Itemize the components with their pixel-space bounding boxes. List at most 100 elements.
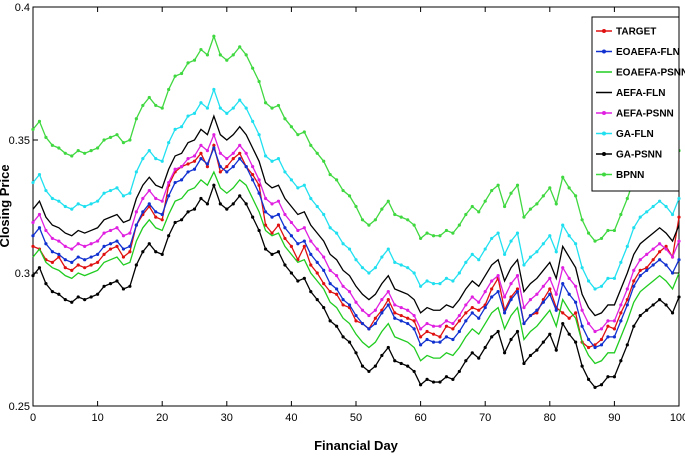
data-point <box>328 172 332 177</box>
legend-label: AEFA-FLN <box>616 88 665 99</box>
x-tick-label: 100 <box>670 412 685 424</box>
data-point <box>425 231 429 235</box>
data-point <box>412 223 416 227</box>
data-point <box>406 364 410 368</box>
data-point <box>225 111 229 115</box>
data-point <box>173 167 177 171</box>
data-point <box>360 321 365 326</box>
data-point <box>57 292 61 296</box>
y-tick-label: 0.35 <box>9 135 30 147</box>
data-point <box>496 290 500 294</box>
data-point <box>276 212 281 217</box>
data-point <box>431 380 436 384</box>
data-point <box>160 106 164 110</box>
data-point <box>490 188 494 193</box>
data-point <box>490 279 494 283</box>
legend-label: GA-FLN <box>616 129 654 140</box>
data-point <box>606 228 610 233</box>
data-point <box>567 186 571 190</box>
data-point <box>664 204 668 209</box>
data-point <box>283 117 287 121</box>
data-point <box>276 157 281 161</box>
data-point <box>322 255 326 259</box>
data-point <box>451 327 455 331</box>
data-point <box>574 311 578 315</box>
data-point <box>412 313 416 318</box>
data-point <box>612 335 617 339</box>
data-point <box>63 244 67 248</box>
data-point <box>548 292 552 296</box>
data-point <box>632 226 636 230</box>
data-point <box>289 125 293 129</box>
series-eoaefa-psnn <box>32 170 680 365</box>
data-point <box>406 266 410 270</box>
data-point <box>96 260 100 264</box>
data-point <box>393 303 397 307</box>
data-point <box>76 295 80 299</box>
data-point <box>419 327 423 331</box>
data-point <box>289 234 293 238</box>
data-point <box>528 353 533 358</box>
data-point <box>619 303 623 307</box>
data-point <box>554 202 558 206</box>
data-point <box>645 308 649 312</box>
data-point <box>128 138 132 142</box>
data-point <box>70 260 74 264</box>
data-point <box>263 247 268 251</box>
data-point <box>315 298 319 302</box>
data-point <box>425 377 429 381</box>
data-point <box>347 194 352 198</box>
data-point <box>625 244 629 248</box>
data-point <box>393 212 397 217</box>
data-point <box>251 66 255 70</box>
legend-marker <box>602 111 606 115</box>
data-point <box>283 212 287 217</box>
data-point <box>31 180 35 185</box>
data-point <box>632 268 636 272</box>
data-point <box>70 300 74 304</box>
data-point <box>121 141 126 145</box>
data-point <box>612 228 617 233</box>
data-point <box>251 215 255 219</box>
data-point <box>192 207 197 211</box>
data-point <box>89 149 93 153</box>
data-point <box>309 252 313 256</box>
data-point <box>147 188 151 193</box>
data-point <box>367 223 371 227</box>
data-point <box>257 183 261 187</box>
data-point <box>399 305 403 310</box>
data-point <box>658 242 662 246</box>
data-point <box>283 236 287 241</box>
data-point <box>231 165 235 169</box>
data-point <box>270 231 274 235</box>
data-point <box>186 210 190 214</box>
data-point <box>638 258 642 262</box>
data-point <box>593 239 597 243</box>
x-axis-title: Financial Day <box>314 438 399 453</box>
x-tick-label: 60 <box>414 412 426 424</box>
legend-label: BPNN <box>616 170 644 181</box>
data-point <box>154 210 158 214</box>
data-point <box>102 231 106 235</box>
data-point <box>276 250 281 254</box>
tick-layer: 0 10 20 30 40 50 60 70 80 90 100 0.25 0.3 0.35 0.4 <box>9 2 685 424</box>
data-point <box>490 295 494 299</box>
legend-item: EOAEFA-FLN <box>596 47 680 58</box>
data-point <box>63 151 67 155</box>
data-point <box>373 321 377 326</box>
data-point <box>354 300 358 304</box>
data-point <box>619 319 623 323</box>
data-point <box>509 337 513 342</box>
data-point <box>263 223 268 227</box>
data-point <box>231 53 235 57</box>
data-point <box>31 274 35 278</box>
data-point <box>380 207 384 211</box>
x-tick-label: 90 <box>608 412 620 424</box>
data-point <box>212 133 216 137</box>
data-point <box>205 202 210 206</box>
legend-item: AEFA-PSNN <box>596 109 674 120</box>
data-point <box>561 266 565 270</box>
data-point <box>50 143 54 147</box>
data-point <box>141 250 145 254</box>
series-bpnn <box>31 34 681 243</box>
